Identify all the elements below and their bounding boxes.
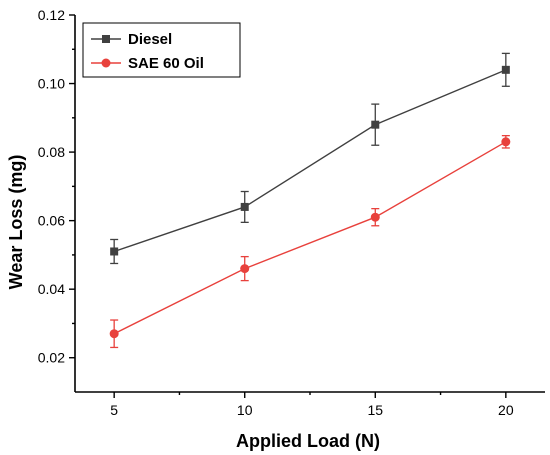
data-point bbox=[370, 212, 380, 222]
y-tick-label: 0.12 bbox=[38, 7, 65, 23]
plot-area bbox=[109, 52, 511, 349]
legend-frame bbox=[82, 22, 241, 78]
data-point bbox=[501, 65, 510, 74]
y-tick-label: 0.02 bbox=[38, 350, 65, 366]
data-point bbox=[110, 247, 119, 256]
x-axis-title: Applied Load (N) bbox=[236, 431, 380, 451]
data-point bbox=[371, 120, 380, 129]
axes: 5 10 15 20 0.02 0.04 0.06 0.08 0.10 0.12 bbox=[38, 7, 545, 418]
legend-label: Diesel bbox=[128, 31, 172, 48]
x-tick-label: 20 bbox=[498, 402, 514, 418]
data-point bbox=[109, 329, 119, 339]
data-point bbox=[501, 137, 511, 147]
series-line bbox=[113, 141, 507, 335]
legend: Diesel SAE 60 Oil bbox=[82, 22, 241, 78]
y-axis-title: Wear Loss (mg) bbox=[6, 155, 26, 290]
legend-label: SAE 60 Oil bbox=[128, 55, 204, 72]
y-tick-label: 0.08 bbox=[38, 144, 65, 160]
x-tick-label: 15 bbox=[367, 402, 383, 418]
legend-marker bbox=[101, 58, 111, 68]
data-point bbox=[240, 264, 250, 274]
series-diesel bbox=[110, 52, 510, 265]
y-tick-label: 0.06 bbox=[38, 213, 65, 229]
x-tick-label: 10 bbox=[237, 402, 253, 418]
series-sae-60-oil bbox=[109, 134, 511, 349]
x-tick-label: 5 bbox=[110, 402, 118, 418]
legend-item-sae-60-oil: SAE 60 Oil bbox=[91, 55, 204, 72]
data-point bbox=[240, 202, 249, 211]
y-tick-label: 0.04 bbox=[38, 281, 65, 297]
series-line bbox=[113, 69, 507, 253]
legend-item-diesel: Diesel bbox=[91, 31, 172, 48]
y-tick-label: 0.10 bbox=[38, 76, 65, 92]
legend-marker bbox=[102, 35, 110, 43]
